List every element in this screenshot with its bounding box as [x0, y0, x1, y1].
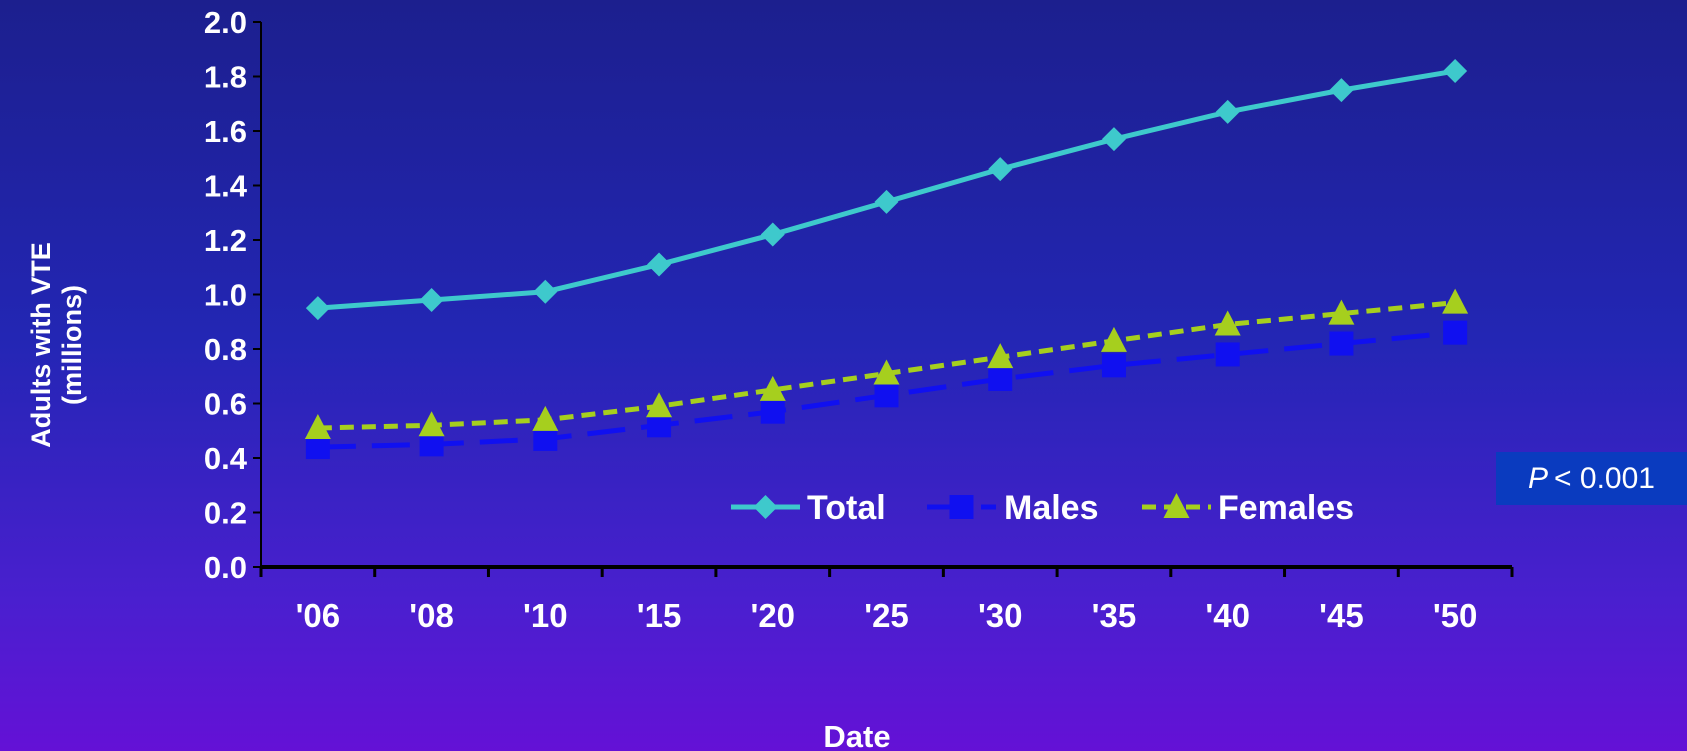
- y-axis-label-line-2: (millions): [57, 285, 87, 405]
- axes: 0.0 0.2 0.4 0.6 0.8 1.0 1.2 1.4 1.6 1.8 2.0 '06 '08 '…: [204, 5, 1514, 634]
- x-tick-label: '15: [637, 597, 682, 634]
- series-layer: [304, 59, 1469, 460]
- data-point-total: [874, 189, 899, 214]
- series-line-total: [317, 68, 1456, 311]
- x-tick-label: '40: [1205, 597, 1250, 634]
- data-point-males: [533, 426, 558, 451]
- data-point-females: [987, 343, 1014, 369]
- x-tick-label: '45: [1319, 597, 1364, 634]
- legend-label-females: Females: [1218, 489, 1354, 527]
- data-point-females: [532, 405, 559, 431]
- x-tick-label: '35: [1092, 597, 1137, 634]
- data-point-total: [1329, 78, 1354, 103]
- data-point-total: [419, 287, 444, 312]
- y-tick-label: 1.4: [204, 169, 248, 204]
- series-line-females: [317, 300, 1456, 431]
- data-point-females: [873, 359, 900, 385]
- data-point-females: [418, 411, 445, 437]
- data-point-males: [305, 435, 330, 460]
- y-tick-label: 1.2: [204, 223, 247, 258]
- data-point-total: [533, 279, 558, 304]
- data-point-males: [988, 366, 1013, 391]
- x-tick-label: '50: [1433, 597, 1478, 634]
- x-tick-label: '06: [296, 597, 341, 634]
- y-tick-label: 1.8: [204, 60, 247, 95]
- y-axis-label-line-1: Adults with VTE: [26, 242, 56, 448]
- data-point-total: [988, 157, 1013, 182]
- data-point-females: [304, 414, 331, 440]
- p-value-symbol: P: [1528, 461, 1549, 495]
- y-tick-label: 0.6: [204, 387, 247, 422]
- y-tick-label: 0.4: [204, 441, 248, 476]
- data-point-males: [1101, 353, 1126, 378]
- data-point-males: [1215, 342, 1240, 367]
- data-point-females: [759, 375, 786, 401]
- data-point-males: [647, 413, 672, 438]
- y-tick-label: 0.8: [204, 332, 247, 367]
- data-point-males: [419, 432, 444, 457]
- x-tick-label: '20: [750, 597, 795, 634]
- legend: Total Males Females: [731, 489, 1354, 527]
- legend-label-males: Males: [1004, 489, 1099, 527]
- data-point-total: [647, 252, 672, 277]
- p-value-text: < 0.001: [1554, 461, 1655, 495]
- data-point-females: [1328, 299, 1355, 325]
- data-point-total: [1101, 127, 1126, 152]
- data-point-total: [305, 296, 330, 321]
- legend-label-total: Total: [807, 489, 886, 527]
- legend-marker-total: [753, 495, 778, 519]
- data-point-males: [760, 399, 785, 424]
- y-tick-label: 1.6: [204, 114, 247, 149]
- x-axis-label: Date: [823, 719, 890, 751]
- y-tick-label: 2.0: [204, 5, 247, 40]
- data-point-females: [1442, 288, 1469, 314]
- legend-marker-females: [1163, 493, 1190, 518]
- data-point-females: [1100, 326, 1127, 352]
- x-tick-label: '10: [523, 597, 568, 634]
- x-tick-label: '25: [864, 597, 909, 634]
- y-tick-label: 0.2: [204, 496, 247, 531]
- p-value-annotation: P < 0.001: [1496, 452, 1687, 505]
- x-tick-label: '30: [978, 597, 1023, 634]
- data-point-total: [1215, 99, 1240, 124]
- data-point-total: [1443, 59, 1468, 84]
- data-point-males: [874, 383, 899, 408]
- data-point-females: [646, 392, 673, 418]
- data-point-females: [1214, 310, 1241, 336]
- y-tick-label: 1.0: [204, 278, 247, 313]
- data-point-males: [1443, 320, 1468, 345]
- data-point-males: [1329, 331, 1354, 356]
- data-point-total: [760, 222, 785, 247]
- y-tick-label: 0.0: [204, 550, 247, 585]
- legend-marker-males: [949, 495, 974, 519]
- y-axis-label: Adults with VTE (millions): [26, 242, 87, 448]
- x-tick-label: '08: [409, 597, 454, 634]
